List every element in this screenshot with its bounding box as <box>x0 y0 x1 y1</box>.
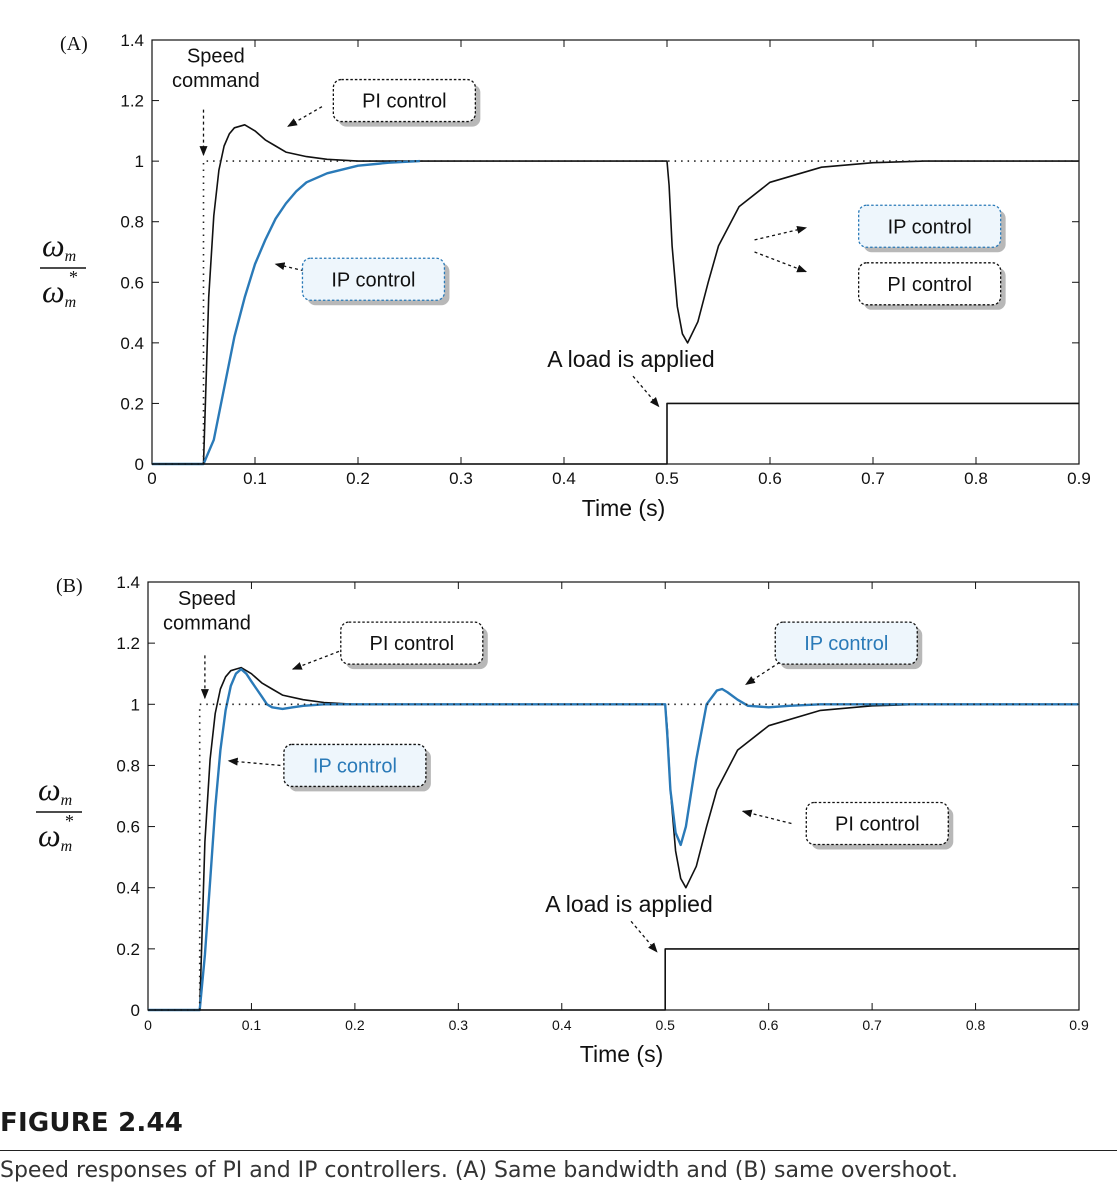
x-tick-label: 0.3 <box>449 469 473 488</box>
series-line-command <box>152 160 1079 465</box>
annotation-label: IP control <box>313 755 397 777</box>
x-tick-label: 0.5 <box>655 469 679 488</box>
annotation-box <box>805 801 949 846</box>
panel-label: (B) <box>56 575 83 597</box>
x-tick-label: 0.6 <box>758 469 782 488</box>
y-tick-label: 0.8 <box>120 213 144 232</box>
y-tick-label: 0 <box>135 455 144 474</box>
x-tick-label: 0.4 <box>552 1017 572 1033</box>
series-line-ip <box>152 159 420 466</box>
annotation-box <box>340 621 484 665</box>
y-label-denominator: ωm* <box>42 267 77 311</box>
annotation-label: IP control <box>888 216 972 238</box>
x-tick-label: 0.2 <box>345 1017 365 1033</box>
panel-label: (A) <box>60 33 88 55</box>
x-tick-label: 0.8 <box>964 469 988 488</box>
y-tick-label: 0.4 <box>116 879 140 898</box>
x-axis-label: Time (s) <box>580 1041 663 1067</box>
y-tick-label: 1.2 <box>120 92 144 111</box>
annotation-text: Speed <box>178 588 236 610</box>
y-tick-label: 1.2 <box>116 634 140 653</box>
annotation-box <box>283 743 427 788</box>
y-tick-label: 0.4 <box>120 334 144 353</box>
plot-frame <box>147 581 1080 1011</box>
y-tick-label: 1 <box>131 695 140 714</box>
chart-panel-a: (A) 0 0.2 0.4 0.6 0.8 1 1.2 1.4 0 0.1 0.2 0.3 0.4 0.5 0… <box>40 31 1091 521</box>
y-tick-label: 0 <box>131 1001 140 1020</box>
x-tick-label: 0 <box>147 469 156 488</box>
x-tick-label: 0.3 <box>449 1017 469 1033</box>
y-label-sub: m <box>65 248 77 265</box>
annotation-box <box>858 204 1002 248</box>
annotation-text: A load is applied <box>547 346 715 372</box>
x-tick-label: 0.4 <box>552 469 576 488</box>
annotation-arrow <box>287 106 323 127</box>
x-tick-label: 0.8 <box>966 1017 986 1033</box>
x-tick-label: 0.9 <box>1067 469 1091 488</box>
y-label-sub: m <box>61 792 73 809</box>
figure-canvas: (A) 0 0.2 0.4 0.6 0.8 1 1.2 1.4 0 0.1 0.2 0.3 0.4 0.5 0… <box>36 31 1091 1067</box>
x-tick-label: 0.6 <box>759 1017 779 1033</box>
annotation-label: PI control <box>887 274 971 296</box>
y-label-numerator: ωm <box>42 227 76 265</box>
figure-number: FIGURE 2.44 <box>0 1108 184 1138</box>
y-label-numerator: ωm <box>38 771 72 809</box>
y-label-denominator: ωm* <box>38 811 73 855</box>
series-line-load <box>148 948 1079 1011</box>
annotation-text: Speed <box>187 46 245 68</box>
x-axis-label: Time (s) <box>582 495 665 521</box>
annotation-label: IP control <box>804 633 888 655</box>
figure-caption: Speed responses of PI and IP controllers… <box>0 1158 958 1183</box>
annotation-box <box>858 262 1002 306</box>
annotation-label: IP control <box>331 269 415 291</box>
annotation-arrow <box>630 920 658 953</box>
x-tick-label: 0.7 <box>862 1017 882 1033</box>
x-tick-label: 0.7 <box>861 469 885 488</box>
chart-panel-b: (B) 0 0.2 0.4 0.6 0.8 1 1.2 1.4 0 0.1 0.2 0.3 0.4 0.5 0… <box>36 573 1089 1067</box>
x-tick-label: 0.9 <box>1069 1017 1089 1033</box>
series-line-ip <box>148 667 1079 1012</box>
annotation-box <box>332 78 477 123</box>
x-tick-label: 0.1 <box>243 469 267 488</box>
y-tick-label: 0.2 <box>116 940 140 959</box>
annotation-text: command <box>172 70 260 92</box>
series-line-load <box>152 402 1079 465</box>
caption-rule <box>0 1150 1117 1151</box>
annotation-box <box>774 621 918 665</box>
y-tick-label: 0.8 <box>116 756 140 775</box>
y-tick-label: 0.6 <box>120 273 144 292</box>
x-tick-label: 0.1 <box>242 1017 262 1033</box>
y-label-sub: m <box>65 294 77 311</box>
y-tick-label: 1 <box>135 152 144 171</box>
annotation-arrow <box>754 225 808 241</box>
y-tick-label: 0.6 <box>116 818 140 837</box>
annotation-arrow <box>632 375 660 408</box>
annotation-label: PI control <box>835 814 919 836</box>
y-label-star: * <box>64 811 73 831</box>
x-tick-label: 0.2 <box>346 469 370 488</box>
annotation-box <box>301 257 446 301</box>
y-label-sub: m <box>61 838 73 855</box>
x-tick-label: 0 <box>144 1017 152 1033</box>
y-tick-label: 0.2 <box>120 394 144 413</box>
y-tick-label: 1.4 <box>116 573 140 592</box>
y-label-star: * <box>68 267 77 287</box>
annotation-arrow <box>754 251 807 273</box>
annotation-arrow <box>741 809 792 825</box>
annotation-label: PI control <box>362 91 446 113</box>
annotation-arrow <box>227 757 281 767</box>
annotation-text: command <box>163 612 251 634</box>
x-tick-label: 0.5 <box>655 1017 675 1033</box>
annotation-arrow <box>291 648 345 670</box>
annotation-arrow <box>745 648 801 685</box>
annotation-label: PI control <box>370 633 454 655</box>
y-tick-label: 1.4 <box>120 31 144 50</box>
annotation-text: A load is applied <box>545 891 713 917</box>
